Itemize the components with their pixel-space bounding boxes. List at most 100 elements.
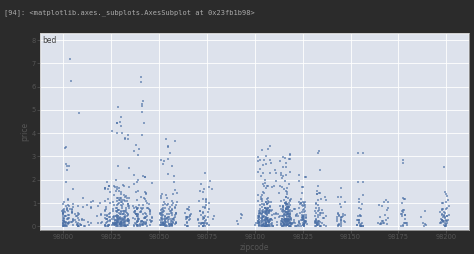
Point (114, 216, 121, 220)
Point (286, 224, 294, 228)
Point (359, 180, 366, 184)
Point (400, 208, 407, 212)
Point (142, 197, 149, 201)
Point (295, 224, 303, 228)
Point (255, 217, 262, 221)
Point (258, 199, 266, 203)
Point (276, 184, 283, 188)
Point (60, 212, 67, 216)
Point (125, 137, 132, 141)
Point (62, 221, 70, 226)
Point (59, 216, 67, 220)
Point (257, 212, 265, 216)
Point (169, 201, 176, 205)
Point (358, 221, 365, 225)
Point (134, 189, 142, 193)
Point (255, 224, 263, 228)
Point (276, 204, 284, 209)
Point (316, 192, 323, 196)
Point (113, 185, 120, 189)
Point (300, 201, 308, 205)
Point (156, 212, 164, 216)
Point (263, 209, 271, 213)
Point (113, 222, 121, 226)
Point (301, 222, 308, 226)
Point (257, 224, 265, 228)
Point (132, 190, 140, 194)
Point (196, 224, 203, 228)
Point (118, 220, 126, 224)
Point (113, 214, 120, 218)
Point (297, 201, 305, 205)
Point (266, 217, 274, 221)
Point (65, 221, 73, 225)
Point (60, 211, 67, 215)
Point (265, 224, 273, 228)
Point (113, 220, 121, 224)
Point (440, 214, 448, 218)
Point (283, 223, 291, 227)
Point (294, 223, 301, 227)
Point (201, 216, 208, 220)
Point (182, 217, 190, 221)
Point (269, 224, 277, 228)
Point (134, 217, 142, 221)
Point (146, 218, 154, 222)
Point (354, 218, 361, 222)
Point (402, 221, 410, 225)
Point (143, 201, 151, 205)
Point (401, 221, 408, 225)
Point (168, 207, 176, 211)
Point (283, 161, 290, 165)
Point (77, 223, 85, 227)
Point (288, 216, 295, 220)
Point (86, 223, 93, 227)
Point (260, 222, 268, 226)
Point (266, 218, 273, 223)
Point (74, 213, 82, 217)
Point (60, 222, 67, 226)
Point (337, 222, 345, 226)
Point (168, 203, 175, 207)
Point (124, 218, 131, 223)
Point (256, 211, 264, 215)
Point (262, 215, 270, 219)
Point (103, 220, 111, 225)
Point (60, 211, 67, 215)
Point (359, 151, 366, 155)
Point (195, 218, 202, 222)
Point (262, 210, 269, 214)
Point (75, 224, 82, 228)
Point (267, 217, 274, 221)
Point (262, 221, 270, 225)
Point (138, 103, 146, 107)
Point (64, 208, 71, 212)
Point (66, 57, 74, 61)
Point (146, 208, 154, 212)
Point (284, 222, 292, 226)
Point (285, 217, 292, 221)
Point (106, 218, 114, 222)
Point (199, 221, 207, 225)
Point (181, 223, 189, 227)
Point (166, 205, 174, 209)
Point (109, 209, 117, 213)
Point (278, 219, 286, 223)
Point (337, 215, 345, 219)
Point (119, 212, 127, 216)
Point (197, 221, 205, 225)
Point (157, 216, 165, 220)
Point (258, 195, 265, 199)
Point (295, 220, 303, 224)
Point (120, 221, 128, 225)
Point (442, 200, 449, 204)
Point (140, 221, 147, 225)
Point (146, 212, 154, 216)
Point (203, 222, 211, 226)
Point (101, 186, 109, 190)
Point (199, 215, 207, 219)
Point (171, 180, 178, 184)
Point (314, 184, 322, 188)
Point (398, 212, 405, 216)
Point (117, 221, 125, 226)
